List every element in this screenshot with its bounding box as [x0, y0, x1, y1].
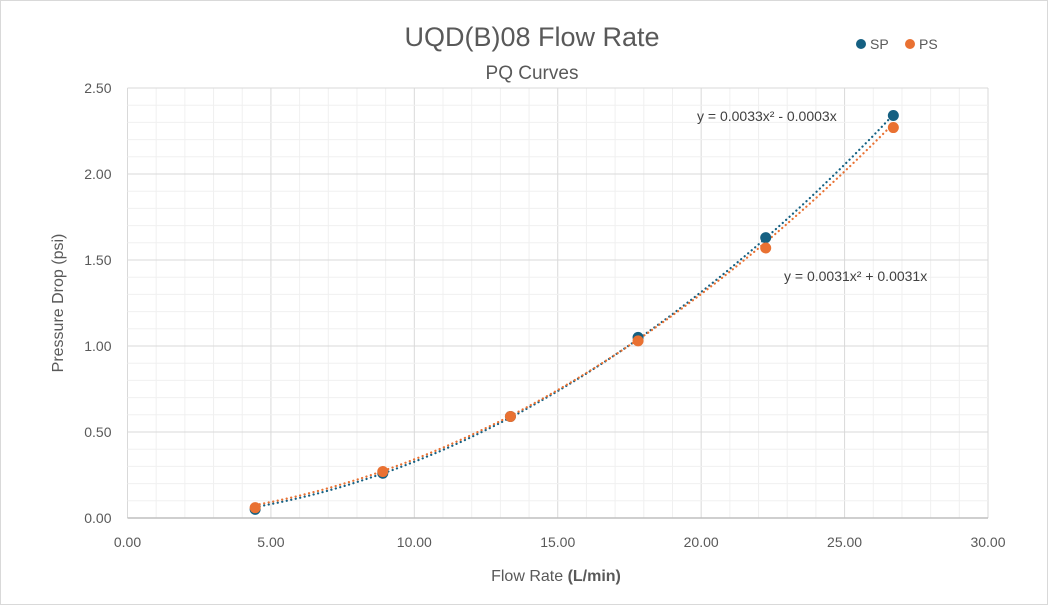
data-point-ps	[504, 411, 516, 423]
x-tick-label: 25.00	[827, 534, 862, 550]
y-tick-label: 2.50	[84, 80, 111, 96]
x-axis-label: Flow Rate (L/min)	[491, 568, 621, 585]
trendline-label-ps: y = 0.0031x² + 0.0031x	[784, 268, 927, 284]
y-tick-label: 2.00	[84, 166, 111, 182]
trendline-ps	[254, 122, 895, 507]
x-tick-label: 30.00	[970, 534, 1005, 550]
tick-labels: 0.00 5.00 10.00 15.00 20.00 25.00 30.00 0.00 0.5…	[84, 80, 1005, 550]
legend: SP PS	[856, 36, 938, 52]
y-tick-label: 1.00	[84, 338, 111, 354]
x-tick-label: 0.00	[114, 534, 141, 550]
grid	[127, 87, 989, 519]
data-point-ps	[760, 242, 772, 254]
x-tick-label: 20.00	[684, 534, 719, 550]
data-point-sp	[760, 232, 772, 244]
trendline-sp	[254, 113, 895, 509]
y-tick-label: 0.50	[84, 424, 111, 440]
chart-subtitle: PQ Curves	[486, 63, 579, 84]
trendlines	[254, 113, 895, 509]
chart-title: UQD(B)08 Flow Rate	[404, 22, 659, 52]
data-point-ps	[249, 502, 261, 514]
y-tick-label: 0.00	[84, 510, 111, 526]
data-point-sp	[887, 110, 899, 122]
legend-label-sp: SP	[870, 36, 889, 52]
y-tick-label: 1.50	[84, 252, 111, 268]
data-points	[249, 110, 899, 515]
legend-marker-sp	[856, 39, 866, 49]
x-tick-label: 10.00	[397, 534, 432, 550]
data-point-ps	[632, 335, 644, 347]
x-tick-label: 5.00	[257, 534, 284, 550]
trendline-label-sp: y = 0.0033x² - 0.0003x	[697, 108, 837, 124]
x-tick-label: 15.00	[540, 534, 575, 550]
data-point-ps	[887, 122, 899, 134]
y-axis-label: Pressure Drop (psi)	[50, 234, 67, 373]
data-point-ps	[377, 466, 389, 478]
legend-marker-ps	[905, 39, 915, 49]
legend-label-ps: PS	[919, 36, 938, 52]
